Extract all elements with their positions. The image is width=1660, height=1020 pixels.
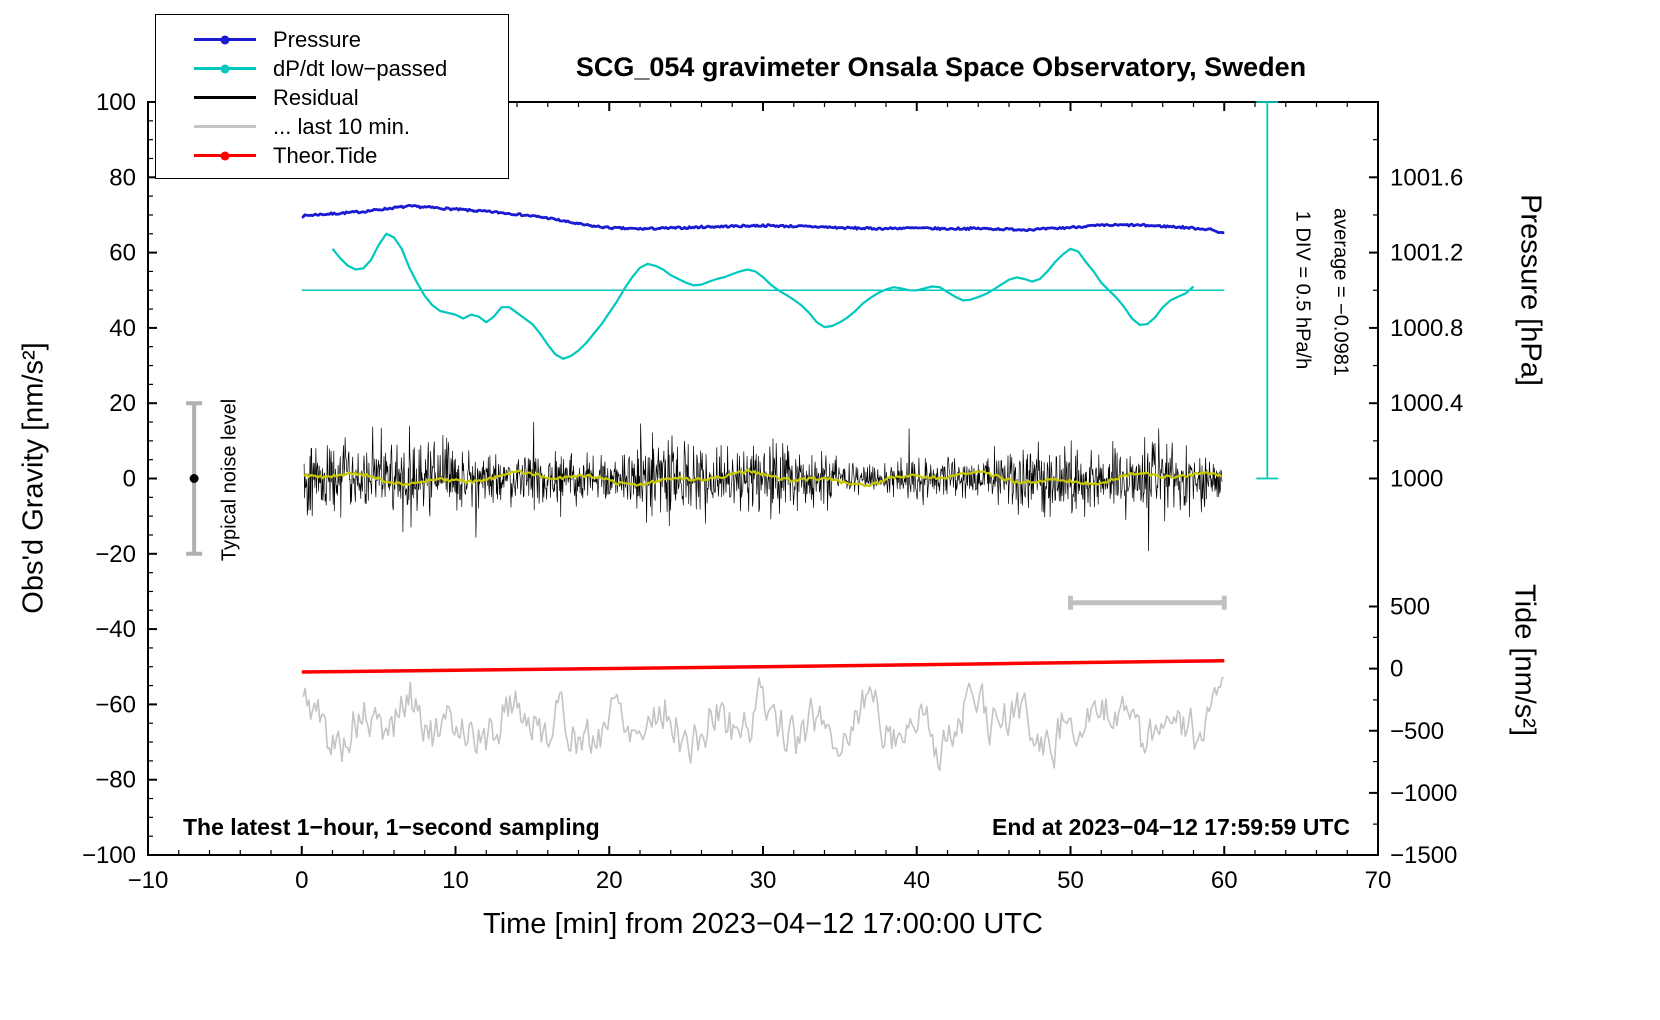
- y-tick-label-gravity: 0: [123, 466, 136, 493]
- legend-item-4: Theor.Tide: [156, 141, 508, 170]
- chart-title: SCG_054 gravimeter Onsala Space Observat…: [575, 52, 1307, 82]
- noise-level-label: Typical noise level: [218, 398, 241, 562]
- y-tick-label-gravity: 20: [109, 390, 136, 417]
- end-time-note: End at 2023−04−12 17:59:59 UTC: [992, 814, 1350, 840]
- x-tick-label: 60: [1211, 867, 1238, 894]
- dpdt-lowpassed-series: [331, 232, 1195, 360]
- y-axis-label-gravity: Obs'd Gravity [nm/s²]: [17, 342, 50, 614]
- y-tick-label-tide: −500: [1390, 718, 1444, 745]
- y-tick-label-gravity: −80: [95, 767, 136, 794]
- div-scale-annotation: 1 DIV = 0.5 hPa/h: [1291, 210, 1314, 370]
- y-tick-label-gravity: 60: [109, 240, 136, 267]
- legend: Pressure dP/dt low−passed Residual ... last…: [155, 14, 509, 179]
- y-tick-label-gravity: 100: [96, 89, 136, 116]
- legend-label: Residual: [273, 84, 359, 110]
- y-tick-label-tide: 500: [1390, 594, 1430, 621]
- y-tick-label-gravity: 80: [109, 164, 136, 191]
- y-axis-label-tide: Tide [nm/s²]: [1508, 583, 1541, 737]
- y-tick-label-gravity: 40: [109, 315, 136, 342]
- legend-item-1: dP/dt low−passed: [156, 54, 508, 83]
- y-tick-label-pressure: 1001.2: [1390, 240, 1463, 267]
- y-tick-label-gravity: −60: [95, 691, 136, 718]
- x-tick-label: 0: [295, 867, 308, 894]
- y-axis-label-pressure: Pressure [hPa]: [1514, 194, 1547, 386]
- legend-item-2: Residual: [156, 83, 508, 112]
- x-axis-label-time: Time [min] from 2023−04−12 17:00:00 UTC: [483, 908, 1043, 940]
- y-tick-label-tide: −1000: [1390, 780, 1457, 807]
- legend-marker: [194, 64, 256, 73]
- legend-item-0: Pressure: [156, 25, 508, 54]
- legend-label: ... last 10 min.: [273, 113, 410, 139]
- average-annotation: average = −0.0981: [1329, 208, 1352, 376]
- x-tick-label: 70: [1365, 867, 1392, 894]
- legend-dot-icon: [220, 151, 230, 160]
- y-tick-label-pressure: 1000: [1390, 466, 1443, 493]
- legend-label: dP/dt low−passed: [273, 55, 448, 81]
- last-10-min-series: [302, 677, 1224, 772]
- residual-lowpassed-series: [303, 469, 1223, 488]
- y-tick-label-gravity: −100: [82, 842, 136, 869]
- x-tick-label: −10: [128, 867, 169, 894]
- sampling-note: The latest 1−hour, 1−second sampling: [183, 814, 600, 840]
- theor-tide-series: [301, 658, 1225, 674]
- legend-dot-icon: [220, 35, 230, 44]
- x-tick-label: 20: [596, 867, 623, 894]
- x-tick-label: 50: [1057, 867, 1084, 894]
- x-tick-label: 10: [442, 867, 469, 894]
- legend-label: Pressure: [273, 26, 362, 52]
- y-tick-label-tide: −1500: [1390, 842, 1457, 869]
- legend-marker: [194, 96, 256, 99]
- x-tick-label: 40: [903, 867, 930, 894]
- noise-level-dot: [189, 474, 199, 483]
- plot-area: −10 0 10 20 30 40 50 60 70−100−80−60−40−20020406…: [82, 89, 1463, 894]
- legend-dot-icon: [220, 64, 230, 73]
- legend-item-3: ... last 10 min.: [156, 112, 508, 141]
- legend-marker: [194, 151, 256, 160]
- y-tick-label-pressure: 1000.8: [1390, 315, 1463, 342]
- y-tick-label-pressure: 1001.6: [1390, 164, 1463, 191]
- legend-marker: [194, 125, 256, 128]
- y-tick-label-tide: 0: [1390, 656, 1403, 683]
- legend-label: Theor.Tide: [273, 142, 378, 168]
- x-tick-label: 30: [750, 867, 777, 894]
- residual-series: [303, 421, 1223, 552]
- y-tick-label-gravity: −20: [95, 541, 136, 568]
- legend-entries: Pressure dP/dt low−passed Residual ... last…: [156, 25, 508, 170]
- y-tick-label-pressure: 1000.4: [1390, 390, 1463, 417]
- legend-marker: [194, 35, 256, 44]
- y-tick-label-gravity: −40: [95, 616, 136, 643]
- pressure-series: [301, 203, 1225, 235]
